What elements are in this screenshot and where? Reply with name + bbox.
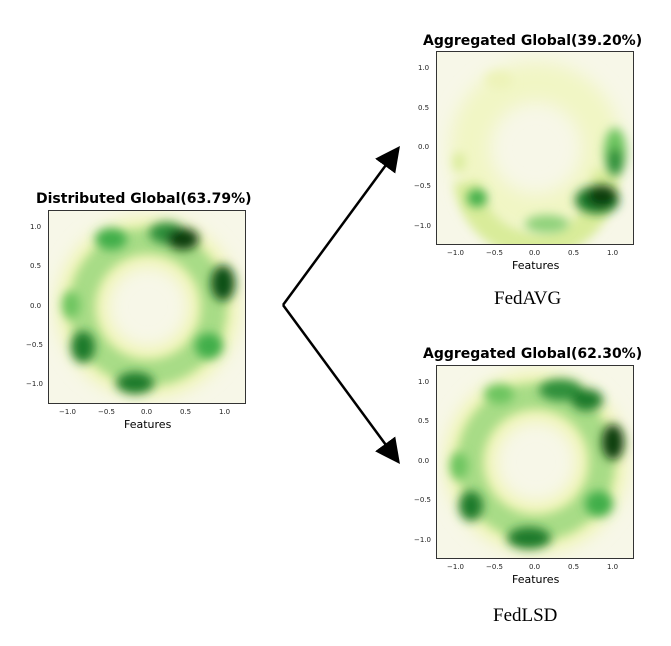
y-tick: −1.0 — [414, 222, 431, 230]
x-tick: −1.0 — [59, 408, 76, 416]
x-axis-label: Features — [124, 418, 172, 431]
y-tick: 0.0 — [30, 302, 42, 310]
x-tick: −0.5 — [486, 563, 503, 571]
x-tick: 0.0 — [529, 563, 541, 571]
density-plot — [48, 210, 246, 404]
density-ring — [446, 372, 626, 552]
x-axis-label: Features — [512, 573, 560, 586]
x-tick: −0.5 — [98, 408, 115, 416]
panel-title: Aggregated Global(39.20%) — [423, 33, 643, 49]
density-ring — [450, 62, 626, 244]
y-tick: 0.5 — [30, 262, 42, 270]
method-caption: FedLSD — [493, 605, 558, 626]
y-tick: 0.5 — [418, 104, 430, 112]
y-tick: −0.5 — [414, 496, 431, 504]
density-ring — [58, 217, 238, 397]
y-tick: −0.5 — [414, 182, 431, 190]
density-plot — [436, 51, 634, 245]
x-tick: 0.0 — [529, 249, 541, 257]
y-tick: 0.0 — [418, 143, 430, 151]
y-tick: 0.5 — [418, 417, 430, 425]
y-tick: 1.0 — [30, 223, 42, 231]
x-tick: −1.0 — [447, 249, 464, 257]
y-tick: −1.0 — [26, 380, 43, 388]
arrow-to-fedavg — [281, 145, 400, 306]
x-tick: 0.5 — [568, 249, 580, 257]
x-tick: 0.0 — [141, 408, 153, 416]
x-tick: 0.5 — [180, 408, 192, 416]
x-tick: 1.0 — [219, 408, 231, 416]
method-caption: FedAVG — [494, 288, 562, 309]
x-tick: 1.0 — [607, 563, 619, 571]
x-tick: 0.5 — [568, 563, 580, 571]
y-tick: 1.0 — [418, 64, 430, 72]
x-tick: 1.0 — [607, 249, 619, 257]
y-tick: −0.5 — [26, 341, 43, 349]
x-axis-label: Features — [512, 259, 560, 272]
x-tick: −0.5 — [486, 249, 503, 257]
arrow-to-fedlsd — [281, 304, 400, 465]
y-tick: −1.0 — [414, 536, 431, 544]
y-tick: 1.0 — [418, 378, 430, 386]
panel-title: Distributed Global(63.79%) — [36, 191, 252, 207]
panel-title: Aggregated Global(62.30%) — [423, 346, 643, 362]
density-plot — [436, 365, 634, 559]
x-tick: −1.0 — [447, 563, 464, 571]
y-tick: 0.0 — [418, 457, 430, 465]
